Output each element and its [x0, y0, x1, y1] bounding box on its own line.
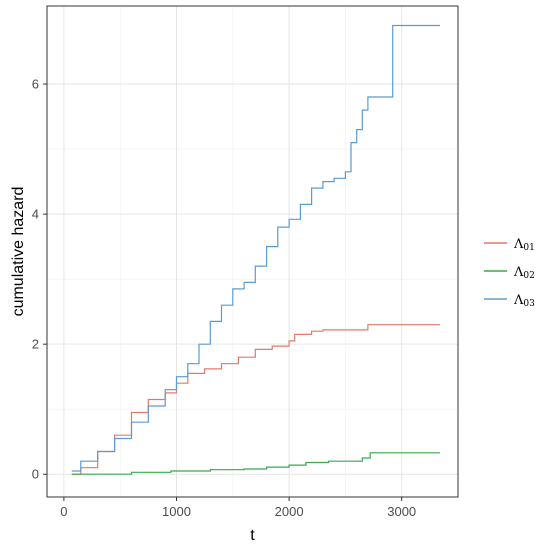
legend: Λ01 Λ02 Λ03: [484, 237, 535, 309]
series-line-03: [71, 24, 440, 472]
y-tick-label: 0: [32, 467, 39, 482]
x-axis-ticks: 0 1000 2000 3000: [60, 497, 416, 519]
x-tick-label: 0: [60, 504, 67, 519]
y-tick-label: 6: [32, 77, 39, 92]
series-line-01: [71, 324, 440, 475]
panel-border: [46, 5, 459, 498]
x-axis-title: t: [250, 527, 255, 544]
legend-label-02: Λ02: [513, 265, 535, 281]
y-axis-ticks: 0 2 4 6: [32, 77, 47, 482]
legend-label-01: Λ01: [513, 237, 535, 253]
x-tick-label: 2000: [275, 504, 304, 519]
y-axis-title: cumulative hazard: [10, 187, 27, 317]
x-tick-label: 3000: [387, 504, 416, 519]
grid-minor: [47, 6, 458, 497]
series-layer: [71, 24, 440, 475]
x-tick-label: 1000: [162, 504, 191, 519]
series-line-02: [71, 452, 440, 475]
y-tick-label: 4: [32, 207, 39, 222]
legend-label-03: Λ03: [513, 293, 535, 309]
y-tick-label: 2: [32, 337, 39, 352]
